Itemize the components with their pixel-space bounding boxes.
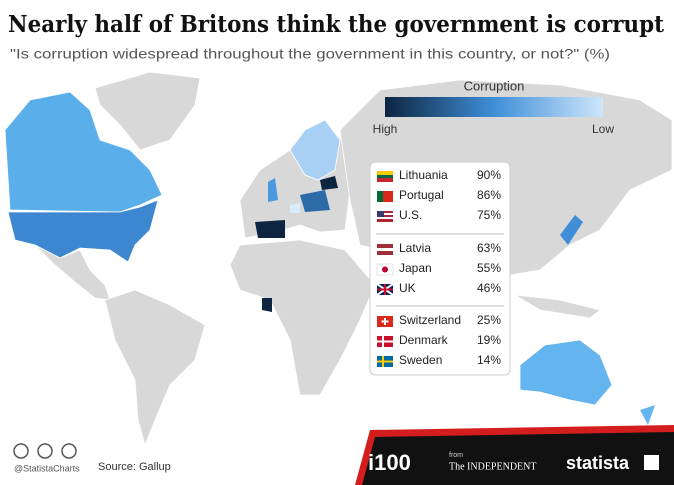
country-name: U.S. <box>399 208 422 222</box>
country-value: 46% <box>477 281 501 295</box>
country-value: 55% <box>477 261 501 275</box>
legend-title: Corruption <box>464 78 525 93</box>
country-value: 90% <box>477 168 501 182</box>
country-name: Japan <box>399 261 432 275</box>
legend-low: Low <box>592 122 614 136</box>
legend: Corruption High Low <box>373 78 615 136</box>
i100-logo: i100 <box>368 450 411 475</box>
country-name: UK <box>399 281 416 295</box>
legend-gradient <box>385 97 603 117</box>
statista-logo: statista <box>566 453 630 473</box>
country-name: Sweden <box>399 353 442 367</box>
handle: @StatistaCharts <box>14 463 80 473</box>
country-value: 19% <box>477 333 501 347</box>
subtitle: "Is corruption widespread throughout the… <box>10 46 610 62</box>
country-name: Denmark <box>399 333 449 347</box>
world-map <box>4 71 673 447</box>
country-value: 25% <box>477 313 501 327</box>
country-name: Latvia <box>399 241 431 255</box>
title: Nearly half of Britons think the governm… <box>8 11 664 38</box>
flags <box>376 171 394 367</box>
country-value: 75% <box>477 208 501 222</box>
footer: @StatistaCharts Source: Gallup i100 from… <box>13 425 674 485</box>
country-value: 14% <box>477 353 501 367</box>
country-name: Portugal <box>399 188 444 202</box>
from-text: from <box>449 452 463 459</box>
legend-high: High <box>373 122 398 136</box>
table-box <box>369 161 511 376</box>
country-name: Lithuania <box>399 168 448 182</box>
country-name: Switzerland <box>399 313 461 327</box>
source: Source: Gallup <box>98 461 171 473</box>
country-table: Lithuania 90% Portugal 86% U.S. 75% Latvia 63% J… <box>369 161 511 376</box>
independent-logo: The INDEPENDENT <box>449 461 536 472</box>
country-value: 86% <box>477 188 501 202</box>
country-value: 63% <box>477 241 501 255</box>
